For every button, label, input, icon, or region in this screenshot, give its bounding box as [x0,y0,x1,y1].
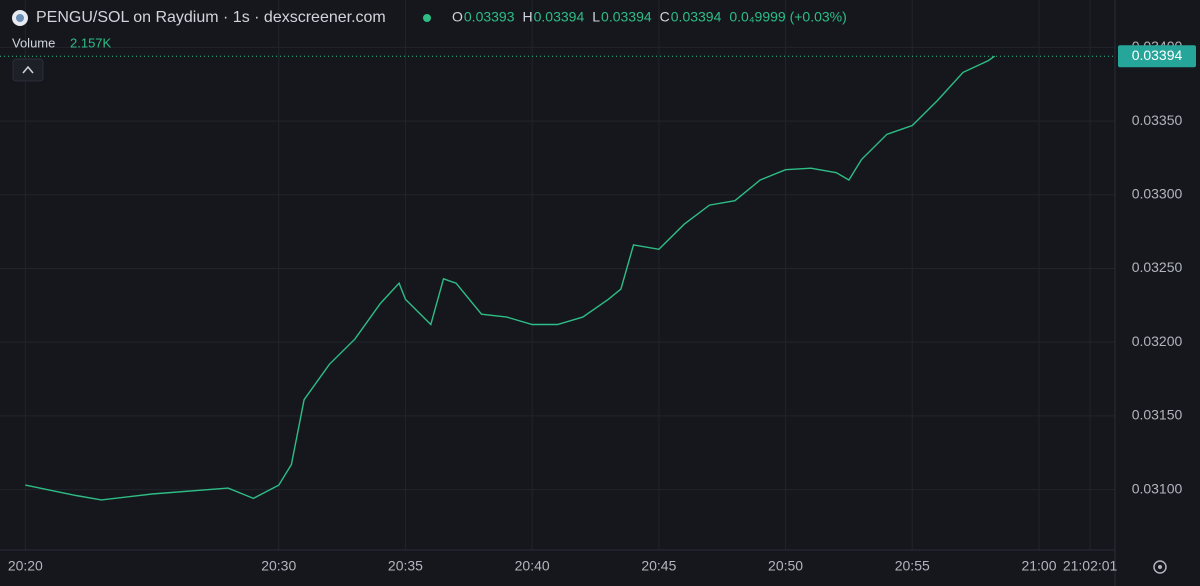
x-tick-label: 20:40 [515,558,550,574]
x-tick-label: 20:20 [8,558,43,574]
y-tick-label: 0.03200 [1132,333,1183,349]
x-tick-label: 21:00 [1021,558,1056,574]
ohlc-value: 0.03394 [534,9,585,25]
token-icon-inner [16,14,24,22]
x-tick-label: 20:35 [388,558,423,574]
y-tick-label: 0.03300 [1132,185,1183,201]
volume-label: Volume [12,35,55,50]
settings-icon[interactable] [1153,560,1167,574]
grid [0,0,1115,550]
settings-icon-center [1158,565,1162,569]
x-tick-label: 20:55 [895,558,930,574]
ohlc-key: O [452,9,463,25]
y-tick-label: 0.03100 [1132,480,1183,496]
collapse-button[interactable] [12,58,44,82]
y-tick-label: 0.03250 [1132,259,1183,275]
x-tick-label: 20:30 [261,558,296,574]
price-line [25,55,996,501]
ohlc-value: 0.03394 [601,9,652,25]
price-tag-label: 0.03394 [1132,47,1183,63]
collapse-icon [22,65,34,74]
ohlc-key: H [523,9,533,25]
x-tick-label: 21:02:01 [1063,558,1118,574]
price-tag [1118,45,1196,68]
ohlc-value: 0.03393 [464,9,515,25]
ohlc-key: C [660,9,670,25]
ohlc-key: L [592,9,600,25]
y-tick-label: 0.03150 [1132,407,1183,423]
ohlc-value: 0.03394 [671,9,722,25]
status-dot [423,14,431,22]
x-tick-label: 20:50 [768,558,803,574]
chart-title: PENGU/SOL on Raydium · 1s · dexscreener.… [36,9,386,26]
volume-value: 2.157K [70,35,112,50]
change-label: 0.0₄9999 (+0.03%) [729,9,846,25]
x-tick-label: 20:45 [641,558,676,574]
y-tick-label: 0.03350 [1132,112,1183,128]
